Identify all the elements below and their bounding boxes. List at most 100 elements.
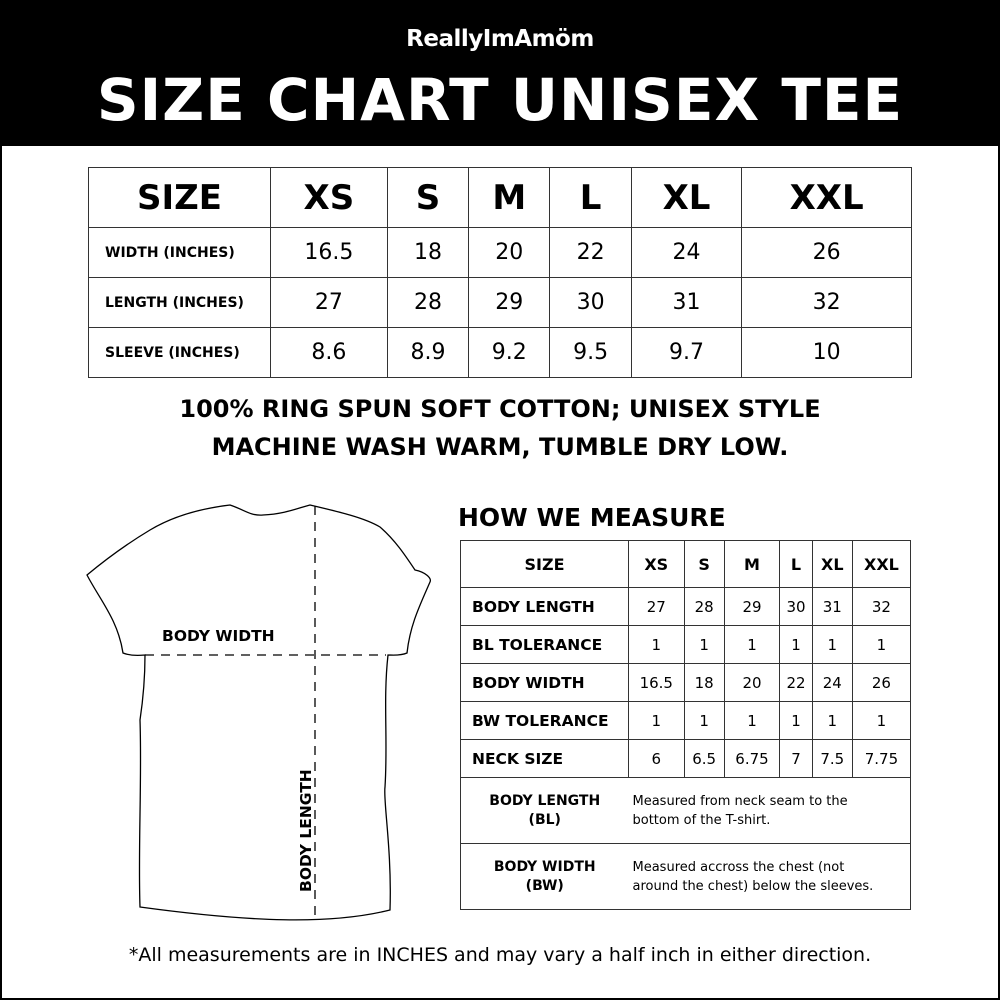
value-cell: 7.5 <box>811 739 853 778</box>
table-row: BL TOLERANCE 1 1 1 1 1 1 <box>460 625 912 664</box>
value-cell: 24 <box>811 663 853 702</box>
value-cell: 20 <box>468 227 551 278</box>
value-cell: 8.6 <box>270 327 388 378</box>
row-label: LENGTH (INCHES) <box>88 277 271 328</box>
term-abbr: (BW) <box>525 877 564 894</box>
value-cell: 6 <box>628 739 685 778</box>
size-column-header: SIZE <box>460 540 629 588</box>
tshirt-outline <box>86 504 431 921</box>
table-row: LENGTH (INCHES) 27 28 29 30 31 32 <box>88 277 912 328</box>
tshirt-diagram <box>86 504 431 921</box>
definition-text: Measured accross the chest (not around th… <box>628 843 911 910</box>
value-cell: 10 <box>741 327 912 378</box>
value-cell: 24 <box>630 227 743 278</box>
value-cell: 6.75 <box>723 739 781 778</box>
value-cell: 20 <box>723 663 781 702</box>
value-cell: 1 <box>683 625 725 664</box>
how-we-measure-title: HOW WE MEASURE <box>458 503 726 532</box>
value-cell: 27 <box>628 587 685 626</box>
header-banner: ReallyImAmöm SIZE CHART UNISEX TEE <box>0 0 1000 146</box>
value-cell: 16.5 <box>628 663 685 702</box>
value-cell: 1 <box>851 701 912 740</box>
body-width-label: BODY WIDTH <box>162 627 275 645</box>
brand-logo: ReallyImAmöm <box>406 26 594 52</box>
size-header: XL <box>811 540 853 588</box>
footer-disclaimer: *All measurements are in INCHES and may … <box>128 944 872 966</box>
value-cell: 29 <box>468 277 551 328</box>
value-cell: 1 <box>811 701 853 740</box>
value-cell: 1 <box>779 701 813 740</box>
table-row: BODY WIDTH 16.5 18 20 22 24 26 <box>460 663 912 702</box>
size-header: XS <box>270 167 388 228</box>
row-label: BODY LENGTH <box>460 587 629 626</box>
value-cell: 1 <box>723 701 781 740</box>
definition-row: BODY LENGTH (BL) Measured from neck seam t… <box>460 777 911 844</box>
term-abbr: (BL) <box>528 811 561 828</box>
value-cell: 18 <box>683 663 725 702</box>
definition-text: Measured from neck seam to the bottom of … <box>628 777 911 844</box>
page-title: SIZE CHART UNISEX TEE <box>96 66 904 134</box>
table-row: SLEEVE (INCHES) 8.6 8.9 9.2 9.5 9.7 10 <box>88 327 912 378</box>
value-cell: 32 <box>741 277 912 328</box>
desc-line: around the chest) below the sleeves. <box>632 878 874 894</box>
value-cell: 22 <box>549 227 632 278</box>
value-cell: 16.5 <box>270 227 388 278</box>
value-cell: 7.75 <box>851 739 912 778</box>
row-label: NECK SIZE <box>460 739 629 778</box>
value-cell: 9.2 <box>468 327 551 378</box>
value-cell: 1 <box>628 625 685 664</box>
value-cell: 1 <box>811 625 853 664</box>
table-row: NECK SIZE 6 6.5 6.75 7 7.5 7.75 <box>460 739 912 778</box>
value-cell: 1 <box>851 625 912 664</box>
definition-term: BODY LENGTH (BL) <box>460 777 629 844</box>
size-header: L <box>549 167 632 228</box>
value-cell: 28 <box>386 277 470 328</box>
desc-line: Measured from neck seam to the <box>632 793 848 809</box>
value-cell: 22 <box>779 663 813 702</box>
term: BODY WIDTH <box>493 858 596 875</box>
desc-line: Measured accross the chest (not <box>632 859 845 875</box>
value-cell: 32 <box>851 587 912 626</box>
value-cell: 7 <box>779 739 813 778</box>
value-cell: 26 <box>851 663 912 702</box>
row-label: SLEEVE (INCHES) <box>88 327 271 378</box>
value-cell: 26 <box>741 227 912 278</box>
size-chart-table: SIZE XS S M L XL XXL WIDTH (INCHES) 16.5 18 20 22 24… <box>88 167 912 378</box>
row-label: BODY WIDTH <box>460 663 629 702</box>
desc-line: bottom of the T-shirt. <box>632 812 771 828</box>
size-header: M <box>723 540 781 588</box>
definition-row: BODY WIDTH (BW) Measured accross the chest… <box>460 843 911 910</box>
value-cell: 9.5 <box>549 327 632 378</box>
value-cell: 1 <box>628 701 685 740</box>
size-header: XXL <box>851 540 912 588</box>
value-cell: 30 <box>779 587 813 626</box>
measure-table: SIZE XS S M L XL XXL BODY LENGTH 27 28 29 30 31 32 BL … <box>460 540 912 910</box>
row-label: BW TOLERANCE <box>460 701 629 740</box>
value-cell: 31 <box>811 587 853 626</box>
table-row: BW TOLERANCE 1 1 1 1 1 1 <box>460 701 912 740</box>
size-header: S <box>386 167 470 228</box>
body-length-label: BODY LENGTH <box>297 769 315 892</box>
value-cell: 28 <box>683 587 725 626</box>
table-row: BODY LENGTH 27 28 29 30 31 32 <box>460 587 912 626</box>
size-header: XL <box>630 167 743 228</box>
fabric-note: 100% RING SPUN SOFT COTTON; UNISEX STYLE <box>179 395 821 423</box>
value-cell: 6.5 <box>683 739 725 778</box>
value-cell: 31 <box>630 277 743 328</box>
value-cell: 9.7 <box>630 327 743 378</box>
size-header: M <box>468 167 551 228</box>
size-header: L <box>779 540 813 588</box>
value-cell: 29 <box>723 587 781 626</box>
value-cell: 1 <box>683 701 725 740</box>
term: BODY LENGTH <box>489 792 601 809</box>
size-header: S <box>683 540 725 588</box>
size-header: XS <box>628 540 685 588</box>
value-cell: 30 <box>549 277 632 328</box>
value-cell: 1 <box>779 625 813 664</box>
row-label: BL TOLERANCE <box>460 625 629 664</box>
size-header: XXL <box>741 167 912 228</box>
care-note: MACHINE WASH WARM, TUMBLE DRY LOW. <box>211 433 789 461</box>
definition-term: BODY WIDTH (BW) <box>460 843 629 910</box>
header-row: SIZE XS S M L XL XXL <box>460 540 912 588</box>
value-cell: 27 <box>270 277 388 328</box>
